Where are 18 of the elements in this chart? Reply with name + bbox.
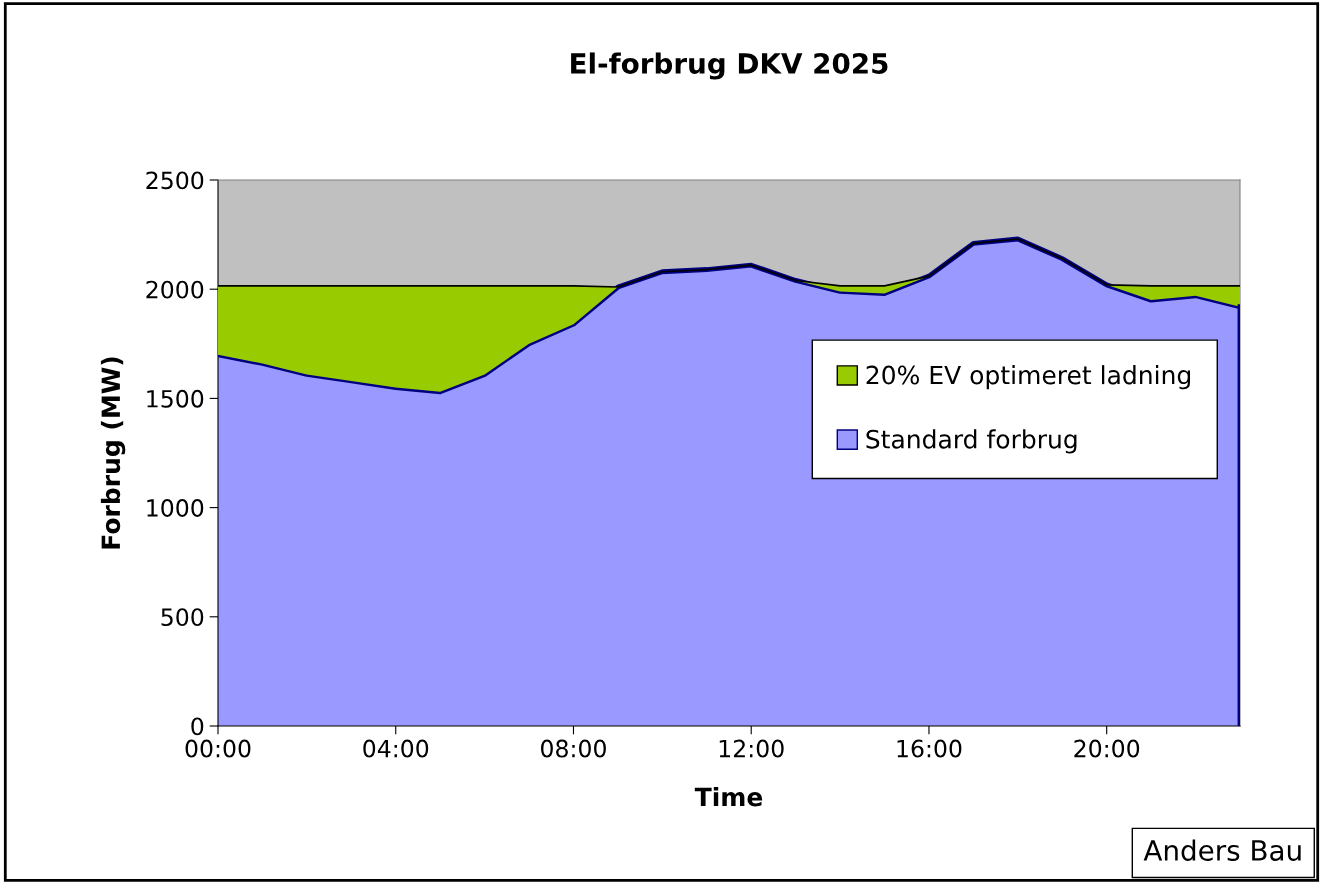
x-tick-label: 16:00 bbox=[897, 739, 962, 758]
y-tick-label: 2500 bbox=[146, 171, 204, 190]
chart-title: El-forbrug DKV 2025 bbox=[571, 52, 888, 80]
y-tick-label: 1000 bbox=[147, 499, 204, 517]
legend-label: 20% EV optimeret ladning bbox=[866, 365, 1191, 390]
y-tick-label: 0 bbox=[191, 717, 204, 736]
y-axis-title: Forbrug (MW) bbox=[100, 357, 126, 549]
x-tick-label: 00:00 bbox=[185, 739, 251, 758]
x-tick-label: 08:00 bbox=[541, 739, 606, 758]
y-tick-label: 1500 bbox=[147, 389, 204, 408]
y-tick-label: 2000 bbox=[146, 280, 204, 299]
x-axis-title: Time bbox=[694, 787, 763, 807]
x-tick-label: 20:00 bbox=[1074, 739, 1140, 758]
text: Anders Bau bbox=[1143, 839, 1301, 861]
x-tick-label: 04:00 bbox=[363, 739, 429, 758]
x-tick-label: 12:00 bbox=[719, 739, 784, 758]
y-tick-label: 500 bbox=[161, 608, 204, 627]
legend-label: Standard forbrug bbox=[866, 429, 1077, 454]
